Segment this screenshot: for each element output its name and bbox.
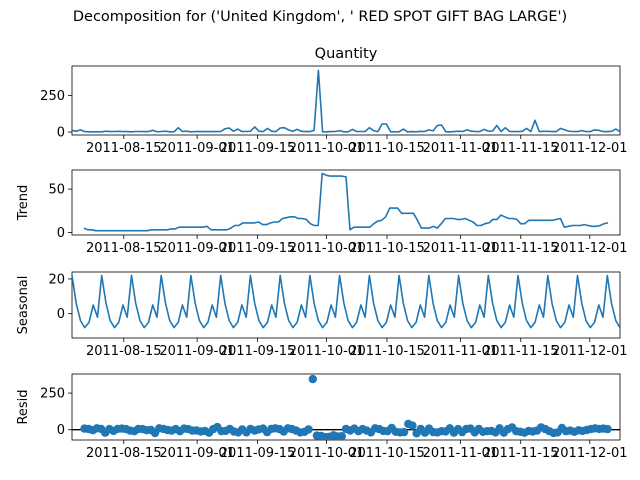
plot-area-seasonal [72,274,620,329]
resid-point [337,432,346,440]
y-tick-label: 0 [57,226,65,241]
y-tick-label: 0 [57,423,65,438]
panel-title: Quantity [315,46,378,62]
axes-frame-observed [71,65,621,136]
x-tick-label: 2011-12-01 [552,241,628,256]
x-tick-label: 2011-11-01 [423,241,499,256]
x-tick-label: 2011-09-15 [220,344,296,359]
axes-frame-resid [71,373,621,441]
resid-point [304,425,313,434]
x-tick-label: 2011-11-01 [423,141,499,156]
series-line-seasonal [72,274,620,329]
y-tick-label: 20 [48,272,65,287]
x-tick-label: 2011-10-01 [289,241,365,256]
series-line-trend [83,172,609,232]
plot-area-observed [72,69,620,133]
axes-frame-trend [71,169,621,236]
x-tick-label: 2011-09-01 [159,141,235,156]
x-tick-label: 2011-12-01 [552,344,628,359]
x-tick-label: 2011-10-15 [349,241,425,256]
x-tick-label: 2011-12-01 [552,446,628,461]
panel-resid: 2011-08-152011-09-012011-09-152011-10-01… [16,373,628,461]
x-tick-label: 2011-09-15 [220,141,296,156]
y-tick-label: 250 [40,387,65,402]
x-tick-label: 2011-08-15 [86,141,162,156]
plot-area-resid [72,374,620,440]
x-tick-label: 2011-09-01 [159,241,235,256]
panel-observed: 2011-08-152011-09-012011-09-152011-10-01… [40,46,627,156]
x-tick-label: 2011-08-15 [86,344,162,359]
panel-trend: 2011-08-152011-09-012011-09-152011-10-01… [16,169,628,256]
x-tick-label: 2011-11-15 [483,344,559,359]
x-tick-label: 2011-10-15 [349,141,425,156]
resid-point [399,427,409,437]
series-line-observed [72,69,620,133]
x-tick-label: 2011-10-01 [289,141,365,156]
figure-suptitle: Decomposition for ('United Kingdom', ' R… [73,9,567,25]
panels-group: 2011-08-152011-09-012011-09-152011-10-01… [16,46,628,461]
x-tick-label: 2011-09-01 [159,446,235,461]
x-tick-label: 2011-08-15 [86,241,162,256]
x-tick-label: 2011-11-01 [423,344,499,359]
panel-seasonal: 2011-08-152011-09-012011-09-152011-10-01… [16,271,628,359]
y-axis-label: Trend [16,185,31,222]
y-tick-label: 50 [48,183,65,198]
x-tick-label: 2011-08-15 [86,446,162,461]
axes-frame-seasonal [71,271,621,339]
x-tick-label: 2011-11-15 [483,446,559,461]
y-tick-label: 0 [57,126,65,141]
x-tick-label: 2011-11-01 [423,446,499,461]
x-tick-label: 2011-10-01 [289,446,365,461]
x-tick-label: 2011-10-01 [289,344,365,359]
x-tick-label: 2011-11-15 [483,241,559,256]
resid-point [408,421,417,430]
x-tick-label: 2011-10-15 [349,446,425,461]
x-tick-label: 2011-09-15 [220,446,296,461]
y-tick-label: 250 [40,89,65,104]
resid-point [603,424,612,434]
y-tick-label: 0 [57,307,65,322]
x-tick-label: 2011-12-01 [552,141,628,156]
x-tick-label: 2011-10-15 [349,344,425,359]
x-tick-label: 2011-11-15 [483,141,559,156]
resid-point [308,374,317,384]
y-axis-label: Resid [16,389,31,424]
x-tick-label: 2011-09-01 [159,344,235,359]
x-tick-label: 2011-09-15 [220,241,296,256]
plot-area-trend [83,172,609,232]
y-axis-label: Seasonal [16,276,31,335]
